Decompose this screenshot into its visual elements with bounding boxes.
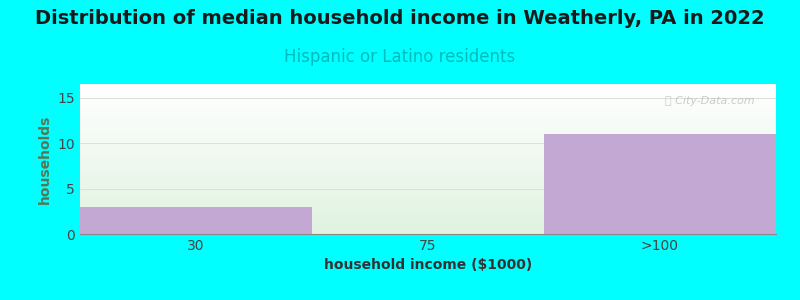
Y-axis label: households: households <box>38 114 52 204</box>
Text: Distribution of median household income in Weatherly, PA in 2022: Distribution of median household income … <box>35 9 765 28</box>
Text: Hispanic or Latino residents: Hispanic or Latino residents <box>284 48 516 66</box>
X-axis label: household income ($1000): household income ($1000) <box>324 258 532 272</box>
Bar <box>80 207 312 234</box>
Bar <box>544 134 776 234</box>
Text: Ⓜ City-Data.com: Ⓜ City-Data.com <box>666 96 755 106</box>
